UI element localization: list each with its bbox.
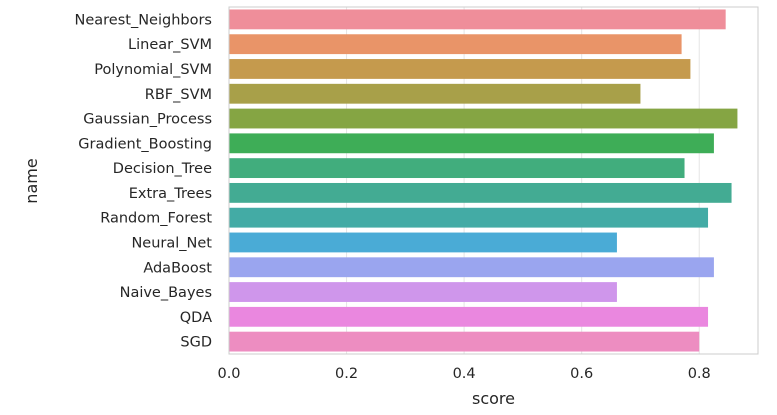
y-tick-labels: Nearest_Neighbors Linear_SVM Polynomial_SV… bbox=[75, 12, 213, 350]
y-tick-label: Extra_Trees bbox=[129, 186, 212, 202]
bar-naive-bayes bbox=[229, 282, 617, 302]
bars bbox=[229, 9, 738, 352]
y-tick-label: Neural_Net bbox=[131, 235, 212, 251]
bar-random-forest bbox=[229, 207, 709, 228]
bar-gradient-boosting bbox=[229, 133, 714, 154]
x-tick-labels: 0.0 0.2 0.4 0.6 0.8 bbox=[217, 366, 710, 382]
bar-linear-svm bbox=[229, 34, 682, 55]
bar-sgd bbox=[229, 331, 700, 352]
y-tick-label: SGD bbox=[180, 335, 212, 351]
x-tick-label: 0.0 bbox=[217, 366, 240, 382]
y-tick-label: Nearest_Neighbors bbox=[75, 12, 213, 28]
y-tick-label: Polynomial_SVM bbox=[94, 62, 212, 78]
x-tick-label: 0.6 bbox=[570, 366, 593, 382]
bar-nearest-neighbors bbox=[229, 9, 726, 30]
y-tick-label: Naive_Bayes bbox=[120, 285, 212, 301]
bar-polynomial-svm bbox=[229, 59, 691, 79]
bar-adaboost bbox=[229, 257, 714, 278]
y-tick-label: QDA bbox=[180, 310, 212, 326]
bar-qda bbox=[229, 306, 709, 327]
y-tick-label: AdaBoost bbox=[143, 260, 212, 276]
x-axis-label: score bbox=[472, 389, 515, 408]
y-tick-label: Random_Forest bbox=[100, 211, 212, 227]
bar-gaussian-process bbox=[229, 108, 738, 129]
bar-extra-trees bbox=[229, 182, 732, 203]
y-tick-label: Gaussian_Process bbox=[83, 112, 212, 128]
y-axis-label: name bbox=[22, 158, 41, 203]
bar-rbf-svm bbox=[229, 83, 641, 104]
x-tick-label: 0.8 bbox=[688, 366, 711, 382]
y-tick-label: Linear_SVM bbox=[128, 37, 212, 53]
y-tick-label: Gradient_Boosting bbox=[78, 136, 212, 152]
y-tick-label: Decision_Tree bbox=[113, 161, 212, 177]
x-tick-label: 0.2 bbox=[335, 366, 358, 382]
x-tick-label: 0.4 bbox=[453, 366, 476, 382]
bar-neural-net bbox=[229, 232, 617, 253]
plot-frame bbox=[228, 6, 759, 355]
y-tick-label: RBF_SVM bbox=[145, 87, 212, 103]
bar-decision-tree bbox=[229, 158, 685, 179]
